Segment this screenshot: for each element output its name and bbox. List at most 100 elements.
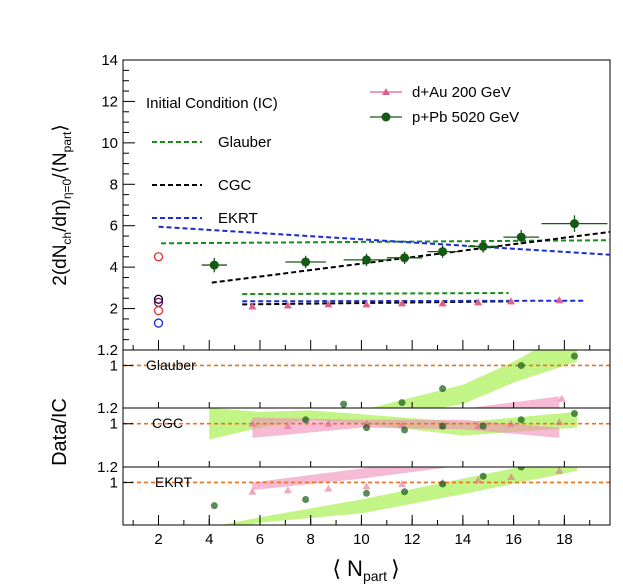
ratio-ppb-point	[479, 472, 487, 480]
y-tick-label: 14	[101, 52, 118, 69]
y-tick-label: 4	[110, 259, 118, 276]
ratio-inner	[123, 408, 610, 440]
ratio-panel-label: EKRT	[155, 474, 193, 490]
y-tick-label: 10	[101, 135, 118, 152]
ratio-dau-point	[555, 418, 564, 426]
ratio-y-tick-label: 1	[110, 416, 118, 433]
dau-point	[507, 297, 516, 305]
ratio-ppb-point	[439, 385, 447, 393]
dau-point	[324, 300, 333, 308]
ratio-dau-point	[474, 476, 483, 484]
ratio-dau-point	[557, 394, 566, 402]
ratio-dau-point	[507, 419, 516, 427]
legend-glauber-label: Glauber	[218, 134, 271, 151]
ratio-ppb-point	[401, 488, 409, 496]
ratio-y-tick-label: 1	[110, 474, 118, 491]
ratio-frame	[122, 466, 611, 526]
legend-ppb-marker	[381, 112, 391, 122]
ratio-y-tick-label: 1.2	[97, 342, 118, 359]
y-title-mid: /dη)	[50, 199, 71, 232]
ppb-point	[400, 253, 410, 263]
ratio-dau-point	[362, 482, 371, 490]
y-title-sub1: ch	[60, 232, 74, 245]
legend-cgc-label: CGC	[218, 177, 252, 194]
ratio-dau-point	[324, 484, 333, 492]
ratio-ppb-point	[439, 480, 447, 488]
main-panel: 2 4 6 8 10 12 14 Initial Condition (IC) Glaube…	[50, 52, 611, 351]
ratio-ppb-point	[363, 424, 370, 432]
ratio-panel-ekrt: 11.2 EKRT	[97, 454, 611, 526]
x-title-end: ⟩	[391, 556, 400, 581]
ratio-dau-point	[555, 467, 564, 474]
y-title-sub2: η=0	[60, 178, 74, 199]
reference-point	[153, 318, 164, 328]
ratio-ppb-point	[517, 361, 525, 369]
x-tick-label: 16	[505, 531, 522, 548]
dau-point	[438, 299, 447, 307]
ratio-ppb-point	[479, 422, 487, 430]
y-tick-label: 6	[110, 218, 118, 235]
legend-series-label: d+Au 200 GeV	[412, 84, 511, 101]
dau-point	[248, 302, 257, 310]
x-tick-label: 12	[404, 531, 421, 548]
x-tick-label: 4	[205, 531, 213, 548]
reference-point	[153, 305, 164, 316]
ratio-dau-point	[248, 487, 257, 495]
model-line-ekrt-ppb	[158, 225, 611, 256]
y-tick-label: 8	[110, 176, 118, 193]
x-tick-label: 2	[154, 531, 162, 548]
ppb-point	[569, 219, 579, 229]
ppb-ratio-band	[370, 350, 578, 408]
main-y-axis-title: 2(dNch/dη)η=0/⟨Npart⟩	[50, 124, 74, 286]
ppb-point	[478, 241, 488, 251]
ratio-ppb-point	[363, 489, 370, 497]
ratio-ppb-point	[401, 426, 409, 434]
dau-point	[474, 298, 483, 306]
ratio-ppb-point	[340, 400, 348, 408]
ratio-ppb-point	[517, 467, 525, 471]
ppb-point	[301, 257, 311, 267]
legend-ic-title: Initial Condition (IC)	[146, 95, 278, 112]
ratio-dau-point	[507, 473, 516, 481]
ppb-ratio-band	[220, 467, 578, 525]
ratio-ppb-point	[570, 352, 578, 360]
legend-dau-marker	[382, 88, 390, 95]
ppb-point	[209, 260, 219, 270]
ratio-y-tick-label: 1.2	[97, 400, 118, 417]
y-title-end: ⟩	[50, 124, 71, 131]
ratio-dau-point	[283, 422, 292, 430]
x-tick-label: 6	[256, 531, 264, 548]
ratio-ppb-point	[570, 410, 578, 418]
dau-point	[362, 300, 371, 308]
ratio-inner	[123, 454, 610, 525]
ppb-point	[362, 255, 371, 265]
ratio-y-tick-label: 1	[110, 357, 118, 374]
ratio-panel-cgc: 11.2 CGC	[97, 400, 611, 468]
dau-point	[283, 301, 292, 309]
y-tick-label: 2	[110, 301, 118, 318]
y-tick-label: 12	[101, 93, 118, 110]
y-title-post: /⟨N	[50, 152, 71, 178]
x-tick-label: 18	[556, 531, 573, 548]
ratio-ppb-point	[398, 399, 406, 407]
ratio-ppb-point	[571, 454, 578, 461]
legend-series-label: p+Pb 5020 GeV	[412, 109, 519, 126]
ppb-point	[438, 247, 448, 257]
ratio-dau-point	[398, 421, 407, 429]
y-title-pre: 2(dN	[50, 245, 71, 286]
reference-point	[153, 252, 164, 262]
ratio-panel-label: Glauber	[146, 357, 196, 373]
x-tick-label: 14	[455, 531, 472, 548]
ratio-ppb-point	[302, 416, 310, 424]
x-axis-title: ⟨ Npart ⟩	[332, 556, 399, 584]
ppb-point	[516, 232, 526, 242]
reference-point	[153, 294, 164, 304]
model-line-glauber-dau	[242, 292, 509, 296]
legend-ekrt-label: EKRT	[218, 210, 258, 227]
ratio-dau-point	[398, 480, 407, 488]
x-tick-label: 8	[307, 531, 315, 548]
dau-point	[555, 296, 564, 304]
ratio-y-tick-label: 1.2	[97, 459, 118, 476]
x-title-sub: part	[363, 568, 387, 584]
